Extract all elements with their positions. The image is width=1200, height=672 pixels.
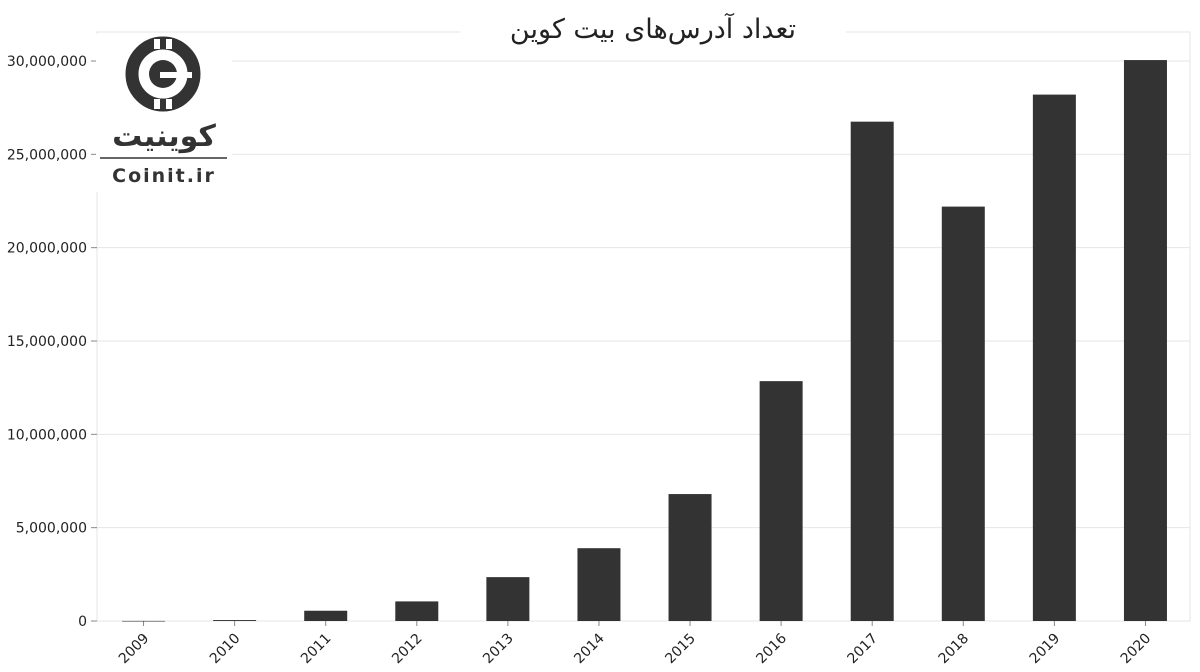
y-tick-label: 30,000,000 [7,54,87,70]
y-tick-label: 10,000,000 [7,427,87,443]
x-tick-label: 2019 [1027,631,1064,668]
logo-persian-name: کوینیت [112,119,216,154]
x-tick-label: 2015 [662,631,699,668]
bar-2018 [941,206,985,621]
bars [122,60,1167,622]
x-tick-label: 2016 [753,630,790,667]
coinit-coin-icon [125,36,201,112]
logo-latin-name: Coinit.ir [112,165,216,187]
x-tick-label: 2012 [389,631,426,668]
bar-2013 [486,577,530,621]
x-tick-label: 2018 [936,631,973,668]
bar-2016 [759,381,803,621]
y-tick-label: 5,000,000 [16,521,87,537]
bar-2011 [304,610,348,621]
bar-2009 [122,620,166,622]
x-tick-label: 2020 [1118,631,1155,668]
y-tick-label: 0 [78,614,87,630]
bar-2012 [395,601,439,621]
x-tick-label: 2009 [116,631,153,668]
bar-2017 [850,121,894,622]
x-tick-label: 2011 [298,631,335,668]
y-tick-label: 20,000,000 [7,241,87,257]
y-tick-label: 15,000,000 [7,334,87,350]
x-tick-label: 2010 [207,631,244,668]
title-background [460,8,846,52]
plot-frame [96,31,1191,622]
x-tick-labels: 2009 2010 2011 2012 2013 2014 2015 2016 2017 2018… [116,630,1154,667]
x-tick-label: 2013 [480,631,517,668]
y-tick-label: 25,000,000 [7,147,87,163]
bar-2014 [577,548,621,621]
x-tick-label: 2014 [571,630,608,667]
bar-2015 [668,494,712,621]
y-tick-labels: 0 5,000,000 10,000,000 15,000,000 20,000,000… [7,54,87,630]
x-tick-label: 2017 [845,631,882,668]
bar-2020 [1123,60,1167,622]
axes [91,31,1191,626]
bar-2010 [213,620,257,621]
bar-2019 [1032,94,1076,622]
logo: کوینیت Coinit.ir [96,34,232,192]
grid-lines [97,60,1190,622]
chart-title: تعداد آدرس‌های بیت کوین [510,13,796,45]
